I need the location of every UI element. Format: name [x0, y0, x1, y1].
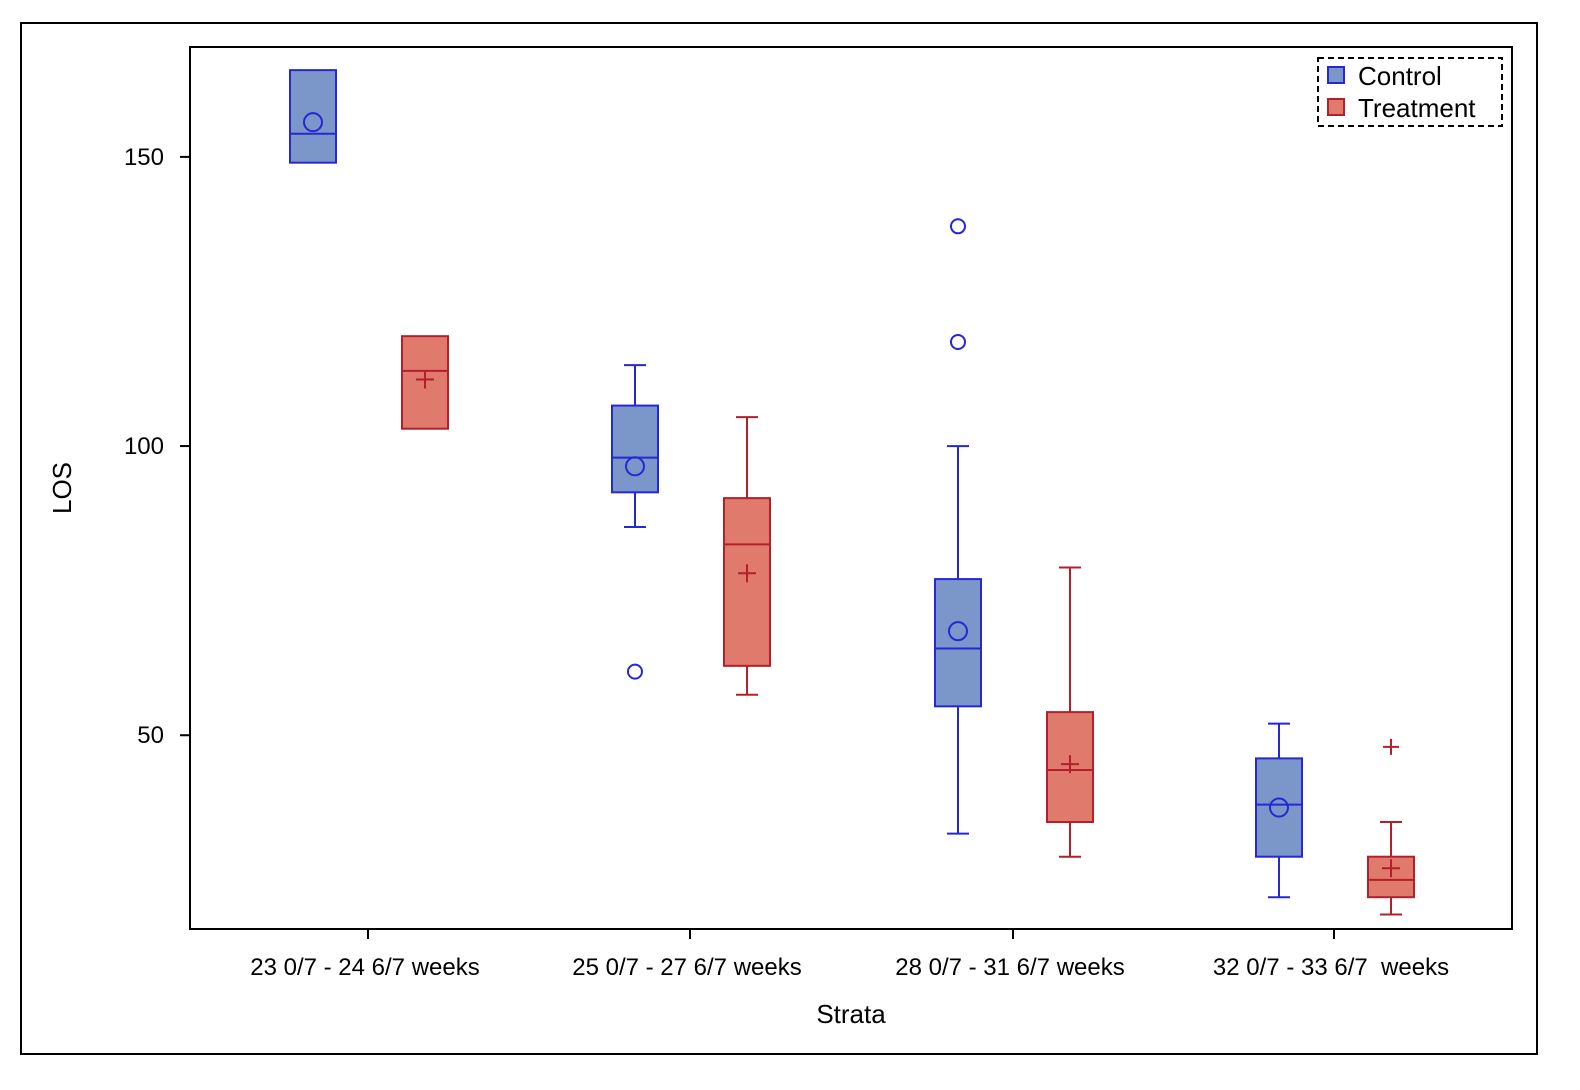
legend-label-control: Control: [1358, 61, 1442, 91]
chart-frame: [20, 22, 1538, 1055]
mean-marker: [738, 564, 756, 583]
y-tick-label: 50: [137, 722, 164, 749]
box-control: [289, 69, 337, 164]
mean-marker: [303, 112, 323, 133]
outlier-point: [1383, 738, 1399, 755]
y-tick-label: 150: [124, 144, 164, 171]
iqr-box: [289, 69, 337, 164]
x-tick-label: 25 0/7 - 27 6/7 weeks: [572, 954, 801, 981]
plot-area-border: [189, 46, 1513, 930]
box-treatment: [401, 335, 449, 430]
mean-marker: [1382, 859, 1400, 878]
outlier-point: [950, 218, 966, 235]
mean-marker: [625, 456, 645, 477]
mean-marker: [1061, 755, 1079, 774]
iqr-box: [401, 335, 449, 430]
iqr-box: [611, 404, 659, 494]
mean-marker: [948, 621, 968, 642]
series-control: [289, 69, 1303, 899]
y-axis-label: LOS: [47, 462, 77, 514]
y-tick-label: 100: [124, 433, 164, 460]
iqr-box: [1255, 757, 1303, 858]
box-treatment: [1367, 738, 1415, 916]
iqr-box: [934, 578, 982, 708]
box-control: [1255, 722, 1303, 899]
legend-swatch-treatment: [1327, 98, 1345, 116]
x-tick-label: 23 0/7 - 24 6/7 weeks: [250, 954, 479, 981]
box-control: [934, 218, 982, 835]
legend-label-treatment: Treatment: [1358, 93, 1476, 123]
x-tick-label: 32 0/7 - 33 6/7 weeks: [1213, 954, 1449, 981]
legend-border: [1317, 57, 1503, 127]
legend-swatch-control: [1327, 66, 1345, 84]
box-control: [611, 364, 659, 680]
mean-marker: [416, 370, 434, 389]
outlier-point: [627, 663, 643, 680]
x-tick-label: 28 0/7 - 31 6/7 weeks: [895, 954, 1124, 981]
mean-marker: [1269, 797, 1289, 818]
series-treatment: [401, 335, 1415, 916]
x-axis-label: Strata: [816, 999, 886, 1029]
box-treatment: [1046, 566, 1094, 858]
box-treatment: [723, 416, 771, 696]
outlier-point: [950, 333, 966, 350]
